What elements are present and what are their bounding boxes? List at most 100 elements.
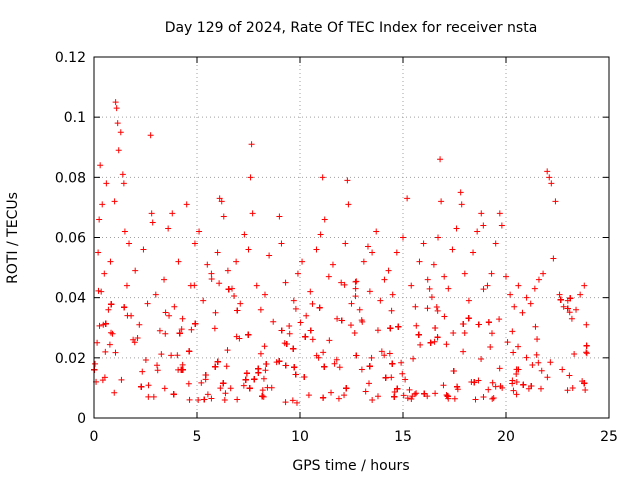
data-point-marker bbox=[478, 210, 485, 217]
data-point-marker bbox=[529, 362, 536, 369]
data-point-marker bbox=[399, 370, 406, 377]
data-point-marker bbox=[96, 216, 103, 223]
data-point-marker bbox=[548, 180, 555, 187]
data-point-marker bbox=[480, 286, 487, 293]
data-point-marker bbox=[211, 325, 218, 332]
data-point-marker bbox=[509, 328, 516, 335]
data-point-marker bbox=[581, 282, 588, 289]
data-point-marker bbox=[535, 359, 542, 366]
data-point-marker bbox=[400, 234, 406, 241]
data-point-marker bbox=[236, 335, 243, 342]
data-point-marker bbox=[317, 231, 324, 238]
data-point-marker bbox=[113, 105, 120, 112]
data-point-marker bbox=[400, 392, 407, 399]
data-point-marker bbox=[511, 303, 518, 310]
data-point-marker bbox=[245, 331, 252, 338]
data-point-marker bbox=[381, 352, 388, 359]
data-point-marker bbox=[413, 390, 420, 397]
plot-frame bbox=[93, 56, 610, 419]
data-point-marker bbox=[229, 285, 236, 292]
data-point-marker bbox=[195, 396, 202, 403]
data-point-marker bbox=[212, 363, 219, 370]
data-point-marker bbox=[231, 293, 238, 300]
data-point-marker bbox=[431, 338, 438, 345]
data-point-marker bbox=[227, 385, 234, 392]
data-point-marker bbox=[460, 348, 467, 355]
data-point-marker bbox=[373, 228, 380, 235]
data-point-marker bbox=[440, 382, 447, 389]
data-point-marker bbox=[276, 213, 283, 220]
data-point-marker bbox=[461, 329, 468, 336]
data-point-marker bbox=[556, 291, 563, 298]
data-point-marker bbox=[519, 309, 526, 316]
data-point-marker bbox=[573, 306, 580, 313]
data-point-marker bbox=[421, 390, 428, 397]
data-point-marker bbox=[156, 327, 163, 334]
data-point-marker bbox=[168, 352, 175, 359]
data-point-marker bbox=[487, 344, 494, 351]
data-point-marker bbox=[222, 390, 229, 397]
data-point-marker bbox=[552, 198, 559, 205]
data-point-marker bbox=[488, 330, 495, 337]
data-point-marker bbox=[460, 320, 467, 327]
data-point-marker bbox=[343, 385, 350, 392]
plot-border bbox=[93, 56, 610, 419]
data-point-marker bbox=[537, 385, 544, 392]
data-point-marker bbox=[348, 300, 355, 307]
gridlines bbox=[94, 57, 609, 418]
data-point-marker bbox=[465, 297, 472, 304]
data-point-marker bbox=[220, 213, 227, 220]
data-point-marker bbox=[243, 370, 250, 377]
y-tick-label: 0.08 bbox=[55, 170, 86, 186]
data-point-marker bbox=[387, 325, 394, 332]
data-point-marker bbox=[451, 395, 458, 402]
data-point-marker bbox=[441, 313, 448, 320]
data-point-marker bbox=[299, 258, 306, 265]
data-point-marker bbox=[237, 300, 244, 307]
data-point-marker bbox=[531, 285, 538, 292]
data-point-marker bbox=[134, 334, 141, 341]
data-point-marker bbox=[443, 391, 450, 398]
data-point-marker bbox=[138, 383, 145, 390]
data-point-marker bbox=[341, 281, 348, 288]
data-point-marker bbox=[559, 366, 566, 373]
data-point-marker bbox=[478, 356, 485, 363]
data-point-marker bbox=[417, 341, 424, 348]
data-point-marker bbox=[377, 297, 384, 304]
data-point-marker bbox=[176, 330, 183, 337]
data-point-marker bbox=[150, 393, 157, 400]
data-point-marker bbox=[120, 180, 127, 187]
data-point-marker bbox=[331, 360, 338, 367]
data-point-marker bbox=[245, 246, 252, 253]
data-point-marker bbox=[259, 393, 266, 400]
data-point-marker bbox=[577, 291, 584, 298]
data-point-marker bbox=[489, 395, 496, 402]
data-point-marker bbox=[520, 381, 527, 388]
data-point-marker bbox=[386, 350, 393, 357]
data-point-marker bbox=[96, 322, 103, 329]
data-point-marker bbox=[212, 309, 219, 316]
data-point-marker bbox=[174, 352, 181, 359]
data-point-marker bbox=[398, 359, 405, 366]
data-point-marker bbox=[99, 201, 106, 208]
data-point-marker bbox=[257, 350, 264, 357]
data-point-marker bbox=[378, 348, 385, 355]
data-point-marker bbox=[535, 276, 542, 283]
data-point-marker bbox=[515, 282, 522, 289]
data-point-marker bbox=[97, 162, 104, 169]
data-point-marker bbox=[358, 317, 365, 324]
data-point-marker bbox=[118, 376, 125, 383]
data-point-marker bbox=[475, 377, 482, 384]
data-point-marker bbox=[472, 396, 479, 403]
data-point-marker bbox=[441, 273, 448, 280]
data-point-marker bbox=[248, 141, 255, 148]
data-point-marker bbox=[513, 379, 520, 386]
data-point-marker bbox=[583, 321, 590, 328]
data-point-marker bbox=[105, 306, 112, 313]
data-point-marker bbox=[438, 198, 445, 205]
data-point-marker bbox=[389, 291, 396, 298]
data-point-marker bbox=[216, 280, 223, 287]
data-point-marker bbox=[192, 320, 199, 327]
data-point-marker bbox=[369, 396, 376, 403]
data-point-marker bbox=[533, 351, 540, 358]
